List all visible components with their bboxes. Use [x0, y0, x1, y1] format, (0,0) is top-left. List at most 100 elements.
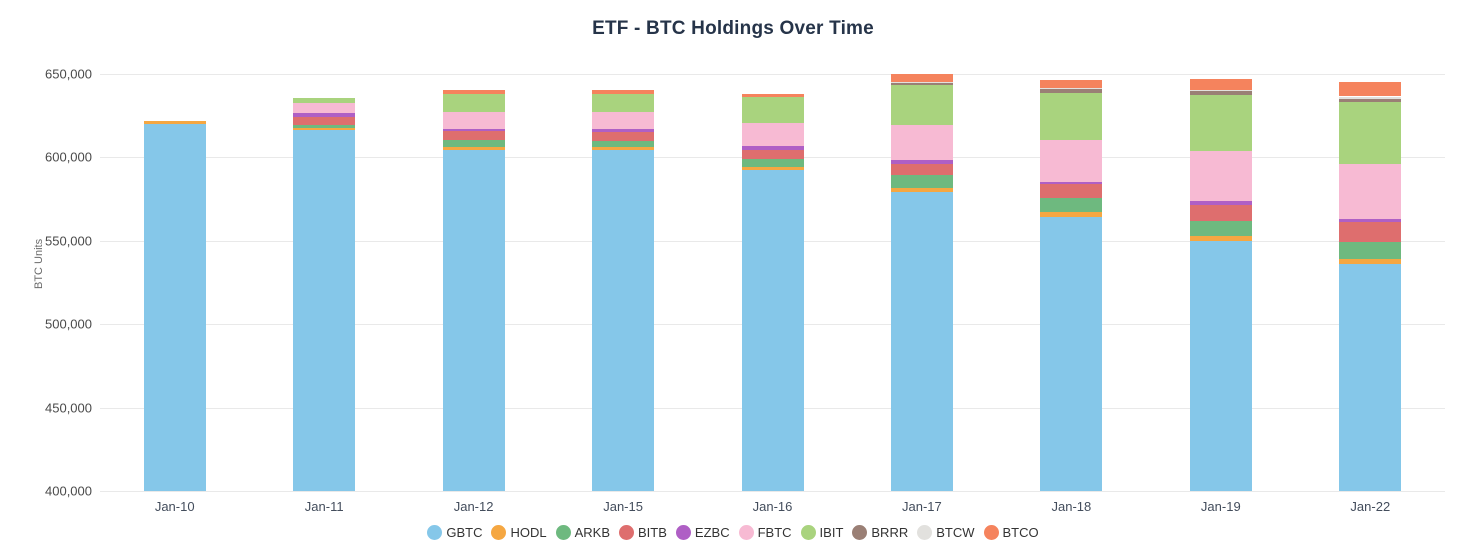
- x-tick-label: Jan-16: [752, 499, 793, 514]
- bar-segment-ARKB[interactable]: [741, 159, 804, 167]
- bar-segment-HODL[interactable]: [1040, 212, 1103, 217]
- bar-segment-GBTC[interactable]: [1339, 264, 1402, 491]
- bar-segment-BITB[interactable]: [592, 131, 655, 141]
- bar-segment-BITB[interactable]: [1040, 183, 1103, 199]
- bar-segment-FBTC[interactable]: [890, 124, 953, 161]
- bar-Jan-10[interactable]: [143, 74, 206, 491]
- legend-swatch-icon: [427, 525, 443, 540]
- bar-segment-BITB[interactable]: [442, 130, 505, 141]
- legend-item-BTCO[interactable]: BTCO: [983, 525, 1039, 540]
- bar-segment-BTCO[interactable]: [592, 90, 655, 94]
- legend-item-BITB[interactable]: BITB: [619, 525, 667, 540]
- bar-segment-GBTC[interactable]: [890, 191, 953, 491]
- bar-segment-BTCW[interactable]: [1189, 90, 1252, 92]
- bar-segment-IBIT[interactable]: [890, 84, 953, 125]
- bar-segment-HODL[interactable]: [143, 121, 206, 125]
- bar-segment-GBTC[interactable]: [1040, 216, 1103, 491]
- bar-segment-BRRR[interactable]: [890, 82, 953, 85]
- bar-segment-ARKB[interactable]: [1189, 220, 1252, 237]
- bar-segment-BTCW[interactable]: [1339, 96, 1402, 99]
- legend-label: BTCW: [936, 525, 975, 540]
- bar-segment-HODL[interactable]: [1339, 259, 1402, 265]
- legend-item-IBIT[interactable]: IBIT: [800, 525, 843, 540]
- legend: GBTC HODL ARKB BITB EZBC FBTC IBIT BRRR BTCW BTCO: [0, 525, 1466, 540]
- bar-segment-BTCO[interactable]: [1040, 79, 1103, 89]
- bar-Jan-15[interactable]: [592, 74, 655, 491]
- bar-segment-EZBC[interactable]: [1339, 218, 1402, 223]
- bar-Jan-11[interactable]: [293, 74, 356, 491]
- legend-item-GBTC[interactable]: GBTC: [427, 525, 482, 540]
- bar-segment-ARKB[interactable]: [1339, 241, 1402, 260]
- bar-segment-GBTC[interactable]: [442, 150, 505, 491]
- legend-item-BRRR[interactable]: BRRR: [852, 525, 908, 540]
- bar-segment-BRRR[interactable]: [1189, 91, 1252, 95]
- bar-segment-ARKB[interactable]: [293, 125, 356, 128]
- bar-segment-BRRR[interactable]: [1339, 98, 1402, 102]
- bar-segment-EZBC[interactable]: [741, 146, 804, 151]
- bar-segment-FBTC[interactable]: [442, 111, 505, 129]
- bar-segment-BTCO[interactable]: [1339, 82, 1402, 97]
- bar-segment-EZBC[interactable]: [1040, 181, 1103, 184]
- bar-segment-BITB[interactable]: [293, 116, 356, 126]
- bar-segment-EZBC[interactable]: [890, 160, 953, 165]
- bar-segment-BITB[interactable]: [1339, 222, 1402, 242]
- legend-item-FBTC[interactable]: FBTC: [738, 525, 792, 540]
- bar-segment-BRRR[interactable]: [1040, 89, 1103, 93]
- bar-segment-HODL[interactable]: [741, 166, 804, 171]
- bar-segment-BTCW[interactable]: [1040, 88, 1103, 90]
- bar-segment-FBTC[interactable]: [741, 122, 804, 147]
- bar-segment-HODL[interactable]: [293, 127, 356, 131]
- bar-segment-GBTC[interactable]: [592, 150, 655, 491]
- bar-segment-GBTC[interactable]: [293, 130, 356, 491]
- bar-segment-IBIT[interactable]: [1339, 101, 1402, 165]
- bar-segment-BITB[interactable]: [1189, 204, 1252, 221]
- bar-segment-BITB[interactable]: [741, 150, 804, 160]
- bar-Jan-19[interactable]: [1189, 74, 1252, 491]
- bar-segment-HODL[interactable]: [890, 187, 953, 192]
- bar-Jan-17[interactable]: [890, 74, 953, 491]
- bar-segment-ARKB[interactable]: [890, 175, 953, 188]
- bar-segment-IBIT[interactable]: [442, 93, 505, 112]
- bar-segment-EZBC[interactable]: [442, 128, 505, 131]
- gridline: [100, 491, 1445, 492]
- bar-Jan-12[interactable]: [442, 74, 505, 491]
- bar-segment-FBTC[interactable]: [293, 102, 356, 113]
- bar-Jan-22[interactable]: [1339, 74, 1402, 491]
- bar-segment-EZBC[interactable]: [592, 129, 655, 132]
- legend-item-HODL[interactable]: HODL: [491, 525, 547, 540]
- legend-item-BTCW[interactable]: BTCW: [917, 525, 975, 540]
- bar-segment-ARKB[interactable]: [1040, 198, 1103, 213]
- legend-item-ARKB[interactable]: ARKB: [555, 525, 610, 540]
- bar-segment-GBTC[interactable]: [143, 124, 206, 491]
- bar-Jan-18[interactable]: [1040, 74, 1103, 491]
- bar-segment-BTCW[interactable]: [890, 81, 953, 83]
- bar-segment-BTCO[interactable]: [890, 74, 953, 82]
- bar-segment-BTCO[interactable]: [741, 93, 804, 97]
- bar-segment-FBTC[interactable]: [1189, 150, 1252, 202]
- bar-segment-HODL[interactable]: [442, 146, 505, 151]
- bar-segment-BTCO[interactable]: [442, 89, 505, 94]
- legend-swatch-icon: [619, 525, 635, 540]
- bar-segment-HODL[interactable]: [592, 146, 655, 151]
- bar-segment-FBTC[interactable]: [592, 111, 655, 130]
- bar-segment-BITB[interactable]: [890, 164, 953, 176]
- bar-segment-IBIT[interactable]: [741, 96, 804, 123]
- x-tick-label: Jan-12: [453, 499, 494, 514]
- bar-segment-IBIT[interactable]: [592, 93, 655, 112]
- bar-segment-ARKB[interactable]: [592, 140, 655, 147]
- bar-segment-ARKB[interactable]: [442, 140, 505, 147]
- bar-segment-IBIT[interactable]: [293, 97, 356, 103]
- bar-segment-IBIT[interactable]: [1189, 94, 1252, 151]
- bar-Jan-16[interactable]: [741, 74, 804, 491]
- bar-segment-EZBC[interactable]: [293, 112, 356, 117]
- bar-segment-GBTC[interactable]: [1189, 241, 1252, 491]
- x-tick-label: Jan-15: [603, 499, 643, 514]
- bar-segment-IBIT[interactable]: [1040, 92, 1103, 140]
- bar-segment-GBTC[interactable]: [741, 170, 804, 491]
- legend-item-EZBC[interactable]: EZBC: [675, 525, 730, 540]
- bar-segment-FBTC[interactable]: [1339, 164, 1402, 219]
- bar-segment-HODL[interactable]: [1189, 236, 1252, 242]
- bar-segment-EZBC[interactable]: [1189, 201, 1252, 205]
- bar-segment-BTCO[interactable]: [1189, 79, 1252, 91]
- bar-segment-FBTC[interactable]: [1040, 139, 1103, 182]
